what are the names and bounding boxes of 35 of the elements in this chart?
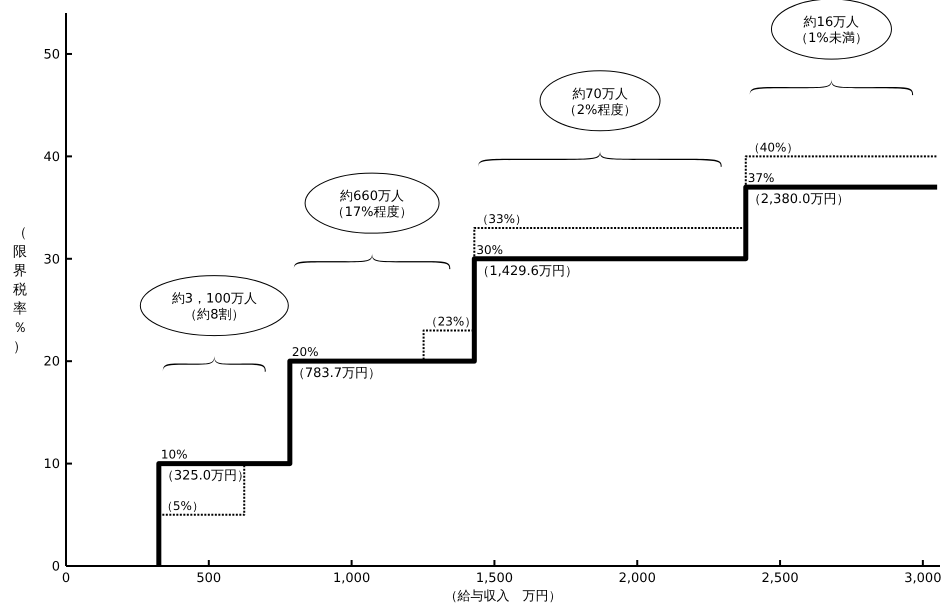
annotation: （2,380.0万円） — [748, 192, 850, 208]
x-tick-label: 500 — [196, 571, 222, 586]
data-label: 37% — [748, 171, 774, 186]
annotation: 約660万人 — [340, 189, 404, 204]
x-tick-label: 1,500 — [476, 571, 514, 586]
annotation: （1%未満） — [795, 31, 868, 46]
x-tick-label: 3,000 — [904, 571, 942, 586]
annotation: （約8割） — [184, 308, 244, 323]
data-label: （23%） — [426, 314, 476, 328]
annotation: 約70万人 — [572, 86, 628, 102]
data-label: （5%） — [160, 498, 204, 513]
data-label: 20% — [292, 345, 319, 360]
annotation: （17%程度） — [332, 204, 413, 220]
y-tick-label: 20 — [43, 354, 60, 370]
x-tick-label: 1,000 — [333, 571, 370, 586]
data-label: 10% — [160, 448, 188, 462]
y-tick-label: 30 — [43, 252, 60, 268]
x-axis-title: （給与収入 万円） — [444, 589, 562, 604]
data-label: （33%） — [476, 212, 527, 226]
annotation: （325.0万円） — [160, 468, 250, 484]
y-tick-label: 50 — [43, 48, 60, 63]
annotation: （2%程度） — [564, 102, 636, 118]
y-tick-label: 40 — [43, 150, 60, 165]
data-label: （40%） — [748, 140, 798, 154]
y-tick-label: 0 — [52, 560, 60, 575]
x-tick-label: 2,500 — [761, 571, 799, 586]
y-axis-title: （限界税率％） — [13, 225, 27, 355]
annotation: （783.7万円） — [292, 366, 382, 382]
x-tick-label: 0 — [62, 571, 70, 586]
y-tick-label: 10 — [43, 457, 60, 472]
annotation: （1,429.6万円） — [476, 264, 578, 279]
data-label: 30% — [476, 242, 503, 257]
x-tick-label: 2,000 — [618, 571, 656, 586]
annotation: 約3，100万人 — [172, 292, 257, 307]
annotation: 約16万人 — [804, 15, 860, 30]
